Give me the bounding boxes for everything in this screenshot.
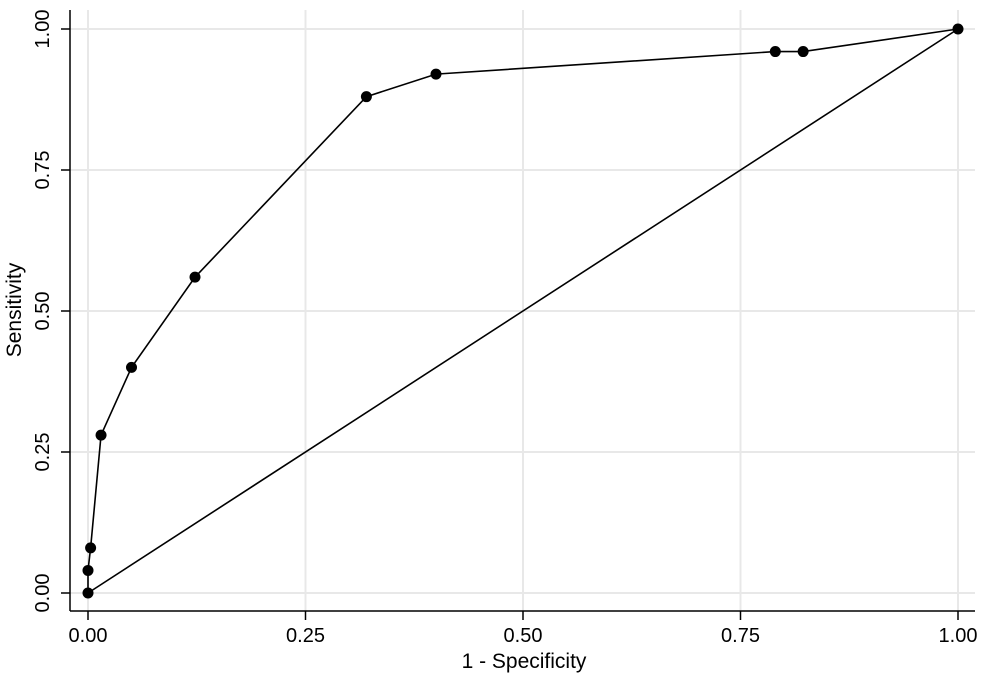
x-tick-label: 0.25 <box>286 625 325 647</box>
x-tick-label: 0.75 <box>721 625 760 647</box>
y-tick-label: 0.50 <box>32 292 54 331</box>
roc-point <box>797 46 809 58</box>
x-tick-label: 1.00 <box>939 625 978 647</box>
roc-point <box>189 271 201 283</box>
y-tick-label: 0.75 <box>32 151 54 190</box>
roc-point <box>430 68 442 80</box>
y-tick-label: 0.25 <box>32 433 54 472</box>
y-tick-label: 0.00 <box>32 574 54 613</box>
roc-point <box>82 564 94 576</box>
x-tick-label: 0.00 <box>69 625 108 647</box>
roc-point <box>769 46 781 58</box>
reference-line <box>87 28 959 594</box>
roc-point <box>95 429 107 441</box>
roc-point <box>360 91 372 103</box>
roc-point <box>82 587 94 599</box>
x-ticks: 0.00 0.25 0.50 0.75 1.00 <box>69 611 978 647</box>
x-axis-title: 1 - Specificity <box>462 650 587 673</box>
roc-point <box>952 23 964 35</box>
y-tick-label: 1.00 <box>32 10 54 49</box>
roc-point <box>126 361 137 373</box>
y-ticks: 0.00 0.25 0.50 0.75 1.00 <box>32 10 70 613</box>
y-axis-title: Sensitivity <box>3 262 26 357</box>
grid-lines <box>70 10 975 611</box>
x-tick-label: 0.50 <box>504 625 543 647</box>
series-markers <box>82 23 964 599</box>
roc-point <box>85 542 97 554</box>
